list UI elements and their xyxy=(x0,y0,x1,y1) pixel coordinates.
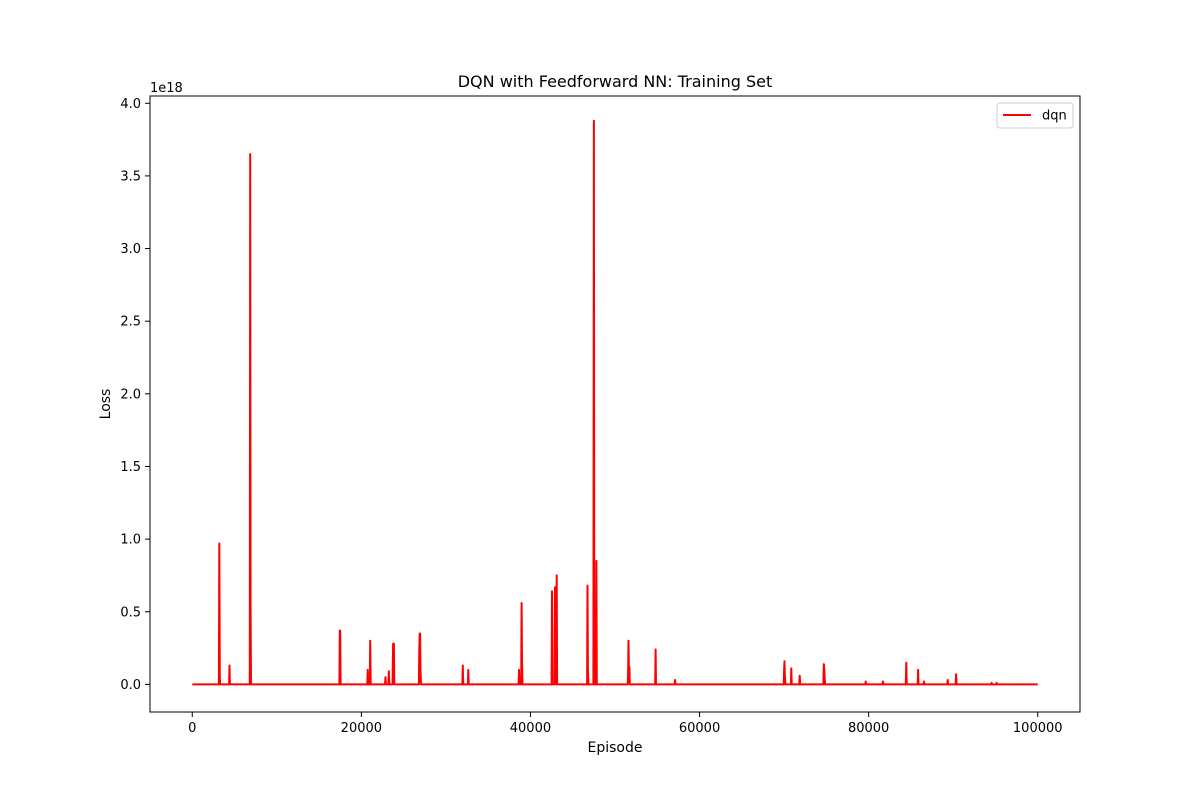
plot-area-frame xyxy=(149,95,1081,713)
y-tick-label: 3.0 xyxy=(120,242,141,257)
y-tick-label: 2.0 xyxy=(120,387,141,402)
x-axis-label: Episode xyxy=(588,740,643,756)
x-tick-label: 60000 xyxy=(679,721,720,736)
series-layer xyxy=(192,119,1038,686)
legend: dqn xyxy=(996,102,1074,129)
chart-title: DQN with Feedforward NN: Training Set xyxy=(458,72,773,91)
y-tick-label: 3.5 xyxy=(120,169,141,184)
y-tick-label: 4.0 xyxy=(120,97,141,112)
x-tick-label: 100000 xyxy=(1013,721,1063,736)
legend-box xyxy=(996,102,1074,129)
x-tick-label: 20000 xyxy=(341,721,382,736)
x-tick-label: 0 xyxy=(188,721,196,736)
axis-ticks: 0 20000 40000 60000 80000 100000 0.0 0.5 1.0 1.5 2… xyxy=(120,97,1062,736)
y-tick-label: 0.0 xyxy=(120,678,141,693)
y-tick-label: 0.5 xyxy=(120,605,141,620)
y-axis-label: Loss xyxy=(98,389,114,420)
series-line-dqn xyxy=(192,119,1038,686)
y-tick-label: 2.5 xyxy=(120,315,141,330)
y-axis-scale-offset: 1e18 xyxy=(150,81,183,96)
y-tick-label: 1.0 xyxy=(120,533,141,548)
x-tick-label: 80000 xyxy=(848,721,889,736)
y-tick-label: 1.5 xyxy=(120,460,141,475)
x-tick-label: 40000 xyxy=(510,721,551,736)
legend-label-dqn: dqn xyxy=(1042,109,1067,124)
